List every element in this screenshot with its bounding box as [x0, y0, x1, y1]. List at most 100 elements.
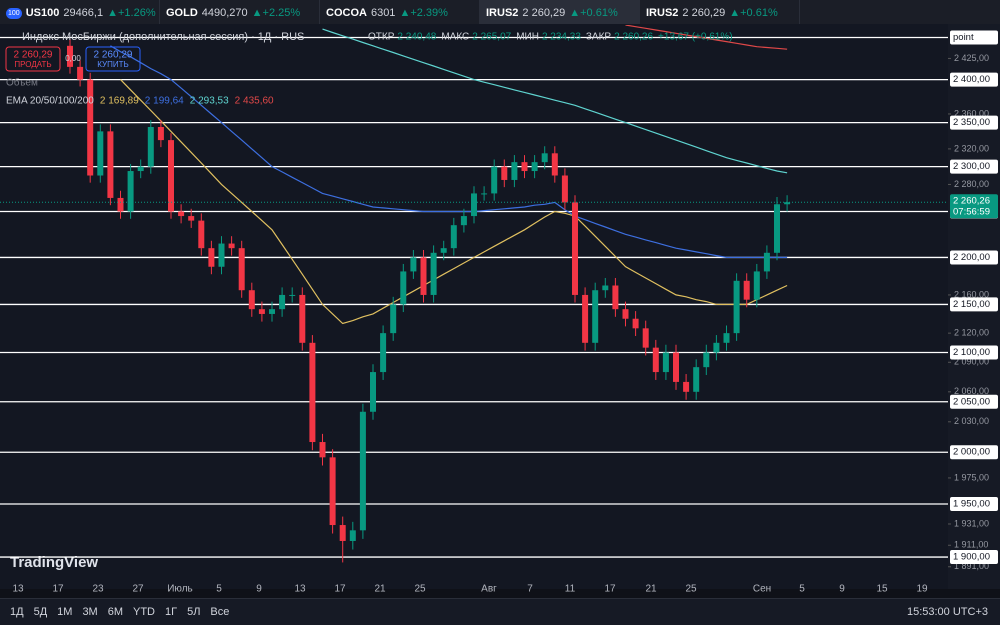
ohlc-label: МАКС [441, 32, 469, 43]
tab[interactable]: GOLD 4490,270 ▲+2.25% [160, 0, 320, 26]
candle-body [279, 294, 286, 310]
timeframe-button[interactable]: 5Д [33, 606, 48, 618]
x-tick-label: Сен [753, 584, 771, 595]
x-tick-label: 25 [414, 584, 426, 595]
tab[interactable]: 100 US100 29466,1 ▲+1.26% [0, 0, 160, 26]
candle-body [349, 530, 356, 541]
last-price-box [950, 194, 998, 219]
candle-body [410, 257, 417, 272]
candle-body [258, 309, 265, 314]
candle-body [299, 294, 306, 343]
tab-bar: 100 US100 29466,1 ▲+1.26% GOLD 4490,270 ▲+2.25… [0, 0, 1000, 26]
y-tick-label: 2 120,00 [954, 328, 989, 338]
sell-label: ПРОДАТЬ [14, 60, 51, 69]
candle-body [622, 309, 629, 319]
candle-body [703, 352, 710, 368]
x-tick-label: 17 [52, 584, 64, 595]
hline-label: 2 300,00 [953, 161, 990, 172]
tab-symbol: IRUS2 [486, 7, 519, 19]
candle-body [572, 202, 578, 295]
candle-body [471, 193, 477, 217]
hline-label-box [950, 159, 998, 174]
timeframe-button[interactable]: 1Г [165, 606, 178, 618]
candle-body [420, 257, 427, 295]
ohlc-value: 2 234,33 [542, 32, 581, 43]
candle-body [440, 248, 447, 253]
timeframe-button[interactable]: 5Л [187, 606, 201, 618]
candle-body [662, 352, 669, 373]
buy-label: КУПИТЬ [97, 60, 128, 69]
candle-body [127, 171, 134, 212]
candle-body [713, 342, 720, 353]
candle-body [309, 342, 316, 443]
candle-body [107, 131, 114, 198]
timeframe-button[interactable]: 1Д [10, 606, 24, 618]
ema-line [120, 79, 788, 325]
y-tick-label: 2 160,00 [954, 289, 989, 299]
tab[interactable]: IRUS2 2 260,29 ▲+0.61% [640, 0, 800, 26]
candle-body [248, 290, 255, 310]
timeframe-button[interactable]: 6М [107, 606, 123, 618]
tab[interactable]: IRUS2 2 260,29 ▲+0.61% [480, 0, 640, 26]
hline-label-box [950, 394, 998, 409]
x-tick-label: 17 [604, 584, 616, 595]
candle-body [67, 45, 73, 67]
spread: 0,00 [65, 54, 81, 63]
candle-body [743, 280, 750, 300]
y-tick-label: 2 030,00 [954, 416, 989, 426]
tab-change: ▲+0.61% [569, 7, 618, 19]
candle-body [238, 248, 245, 291]
candle-body [511, 162, 518, 180]
y-tick-label: 2 320,00 [954, 143, 989, 153]
candle-body [642, 328, 649, 348]
tab-price: 2 260,29 [682, 7, 726, 19]
timeframe-button[interactable]: 3М [82, 606, 98, 618]
y-tick-label: 2 090,00 [954, 357, 989, 367]
hline-label-box [950, 297, 998, 312]
candle-body [359, 411, 366, 531]
candle-body [218, 243, 225, 267]
sell-button[interactable] [5, 46, 61, 72]
candle-body [319, 442, 326, 458]
tab-badge: 100 [6, 7, 22, 19]
candle-body [77, 66, 84, 80]
candle-body [521, 162, 528, 172]
clock: 15:53:00 UTC+3 [906, 606, 988, 618]
timeframe-button[interactable]: YTD [133, 606, 155, 618]
hline-label-box [950, 496, 998, 511]
candle-body [491, 166, 498, 194]
buy-button[interactable] [85, 46, 141, 72]
candle-body [450, 225, 457, 249]
tab-symbol: COCOA [326, 7, 367, 19]
tab-price: 6301 [370, 7, 396, 19]
candle-body [612, 285, 619, 310]
ohlc-value: 2 265,07 [472, 32, 511, 43]
x-tick-label: Июль [167, 584, 193, 595]
y-tick-label: 1 931,00 [954, 518, 989, 528]
x-tick-label: 9 [256, 584, 262, 595]
candle-body [178, 211, 185, 217]
y-tick-label: 1 975,00 [954, 472, 989, 482]
ema-value: 2 199,64 [145, 96, 184, 107]
timeframe-button[interactable]: 1М [57, 606, 73, 618]
hline-label: 2 000,00 [953, 447, 990, 458]
tab[interactable]: COCOA 6301 ▲+2.39% [320, 0, 480, 26]
ohlc-value: 2 240,48 [397, 32, 436, 43]
ohlc-label: МИН [516, 32, 539, 43]
hline-label: 2 200,00 [953, 252, 990, 263]
timeframe-button[interactable]: Все [210, 606, 230, 618]
bottom-toolbar: 1Д 5Д 1М 3М 6М YTD 1Г 5Л Все 15:53:00 UTC+3 [0, 598, 1000, 625]
x-tick-label: 13 [294, 584, 306, 595]
candle-body [208, 248, 215, 267]
hline-label-box [950, 30, 998, 45]
candle-body [531, 162, 538, 172]
candle-body [592, 290, 599, 343]
y-tick-label: 2 060,00 [954, 386, 989, 396]
tab-price: 2 260,29 [522, 7, 566, 19]
ohlc-change: +13,67 (+0,61%) [658, 32, 733, 43]
hline-label: point [953, 32, 974, 43]
ema-value: 2 293,53 [190, 96, 229, 107]
hline-label: 1 900,00 [953, 552, 990, 563]
hline-label-box [950, 115, 998, 130]
candle-body [541, 153, 548, 163]
